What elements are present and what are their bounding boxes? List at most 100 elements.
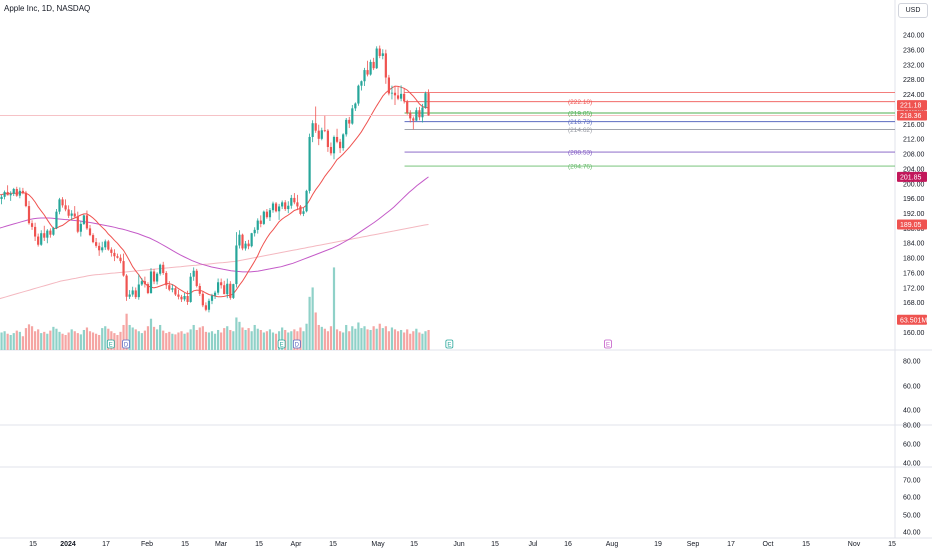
time-tick-label: Mar <box>215 541 228 548</box>
candle-body <box>339 141 342 149</box>
volume-bar <box>369 329 372 350</box>
volume-bar <box>409 333 412 350</box>
volume-bar <box>128 324 131 350</box>
axis-layer: 240.00 236.00 232.00 228.00 224.00 220.00 216.… <box>29 33 927 548</box>
volume-bar <box>152 326 156 350</box>
volume-bar <box>30 326 34 350</box>
volume-bar <box>6 333 9 350</box>
candle-body <box>314 123 317 131</box>
candle-body <box>201 293 204 306</box>
candle-body <box>363 70 366 82</box>
price-tick-label: 184.00 <box>903 241 925 248</box>
candle-body <box>232 284 235 298</box>
volume-bar <box>412 331 415 350</box>
event-marker[interactable] <box>106 339 115 349</box>
candle-body <box>290 197 293 206</box>
candle-body <box>360 81 363 86</box>
event-marker[interactable] <box>604 339 612 349</box>
event-marker[interactable] <box>292 339 301 349</box>
volume-layer <box>0 267 430 350</box>
candle-body <box>366 70 369 75</box>
volume-bar <box>339 331 342 350</box>
volume-bar <box>329 326 333 350</box>
candle-body <box>104 241 107 248</box>
volume-bar <box>85 327 89 350</box>
price-badge <box>897 314 927 325</box>
candle-body <box>204 305 207 310</box>
candle-body <box>189 276 192 302</box>
candle-body <box>24 192 28 207</box>
volume-bar <box>46 333 49 350</box>
event-marker-label: E <box>447 343 451 349</box>
candle-body <box>421 107 424 118</box>
event-marker[interactable] <box>445 339 454 349</box>
price-tick-label: 212.00 <box>903 137 925 144</box>
volume-bar <box>250 331 253 350</box>
event-marker[interactable] <box>122 339 130 349</box>
volume-bar <box>156 329 159 350</box>
volume-bar <box>18 331 21 350</box>
candle-body <box>58 199 61 212</box>
price-badge-label: 218.36 <box>900 113 922 120</box>
candle-body <box>3 191 6 197</box>
volume-bar <box>262 332 265 350</box>
volume-bar <box>390 327 394 350</box>
volume-bar <box>400 329 403 350</box>
candle-body <box>305 190 308 212</box>
candle-body <box>226 283 229 295</box>
volume-bar <box>34 331 37 350</box>
volume-bar <box>116 334 119 350</box>
candle-body <box>149 271 153 294</box>
volume-bar <box>418 332 421 350</box>
volume-bar <box>247 328 250 350</box>
volume-bar <box>165 333 168 350</box>
volume-bar <box>253 324 256 350</box>
volume-bar <box>55 328 58 350</box>
moving-average-layer <box>0 85 429 300</box>
candle-body <box>415 110 418 121</box>
candle-body <box>387 77 390 94</box>
volume-bar <box>427 329 430 350</box>
candle-body <box>64 205 67 210</box>
candle-body <box>293 197 296 203</box>
candle-body <box>15 188 18 196</box>
candle-body <box>67 209 70 216</box>
volume-bar <box>183 333 186 350</box>
volume-bar <box>403 332 406 350</box>
volume-bar <box>76 333 79 350</box>
chart-title: Apple Inc, 1D, NASDAQ <box>4 4 91 13</box>
indicator-tick-label: 60.00 <box>903 384 921 391</box>
volume-bar <box>88 331 92 350</box>
price-tick-label: 160.00 <box>903 330 925 337</box>
candle-body <box>195 270 198 286</box>
level-label: (204.76) <box>568 164 592 171</box>
volume-bar <box>281 327 284 350</box>
volume-bar <box>378 323 381 350</box>
volume-bar <box>393 329 397 350</box>
event-marker[interactable] <box>277 339 286 349</box>
candle-body <box>393 92 397 96</box>
time-tick-label: 17 <box>727 541 735 548</box>
price-badge <box>897 100 927 111</box>
indicator-tick-label: 80.00 <box>903 423 921 430</box>
price-tick-label: 200.00 <box>903 181 925 188</box>
candle-body <box>0 196 3 200</box>
event-marker-label: D <box>295 343 300 349</box>
candle-body <box>265 211 268 218</box>
candle-body <box>229 283 232 298</box>
volume-bar <box>146 326 150 350</box>
volume-bar <box>424 331 427 350</box>
volume-bar <box>311 287 314 350</box>
currency-button[interactable]: USD <box>898 3 928 18</box>
volume-bar <box>27 324 31 350</box>
volume-bar <box>323 328 326 350</box>
candle-body <box>281 202 284 207</box>
volume-bar <box>149 318 153 350</box>
volume-bar <box>137 331 140 350</box>
candle-body <box>326 130 329 147</box>
volume-bar <box>320 326 323 350</box>
candle-body <box>95 242 98 246</box>
candle-body <box>271 203 275 211</box>
